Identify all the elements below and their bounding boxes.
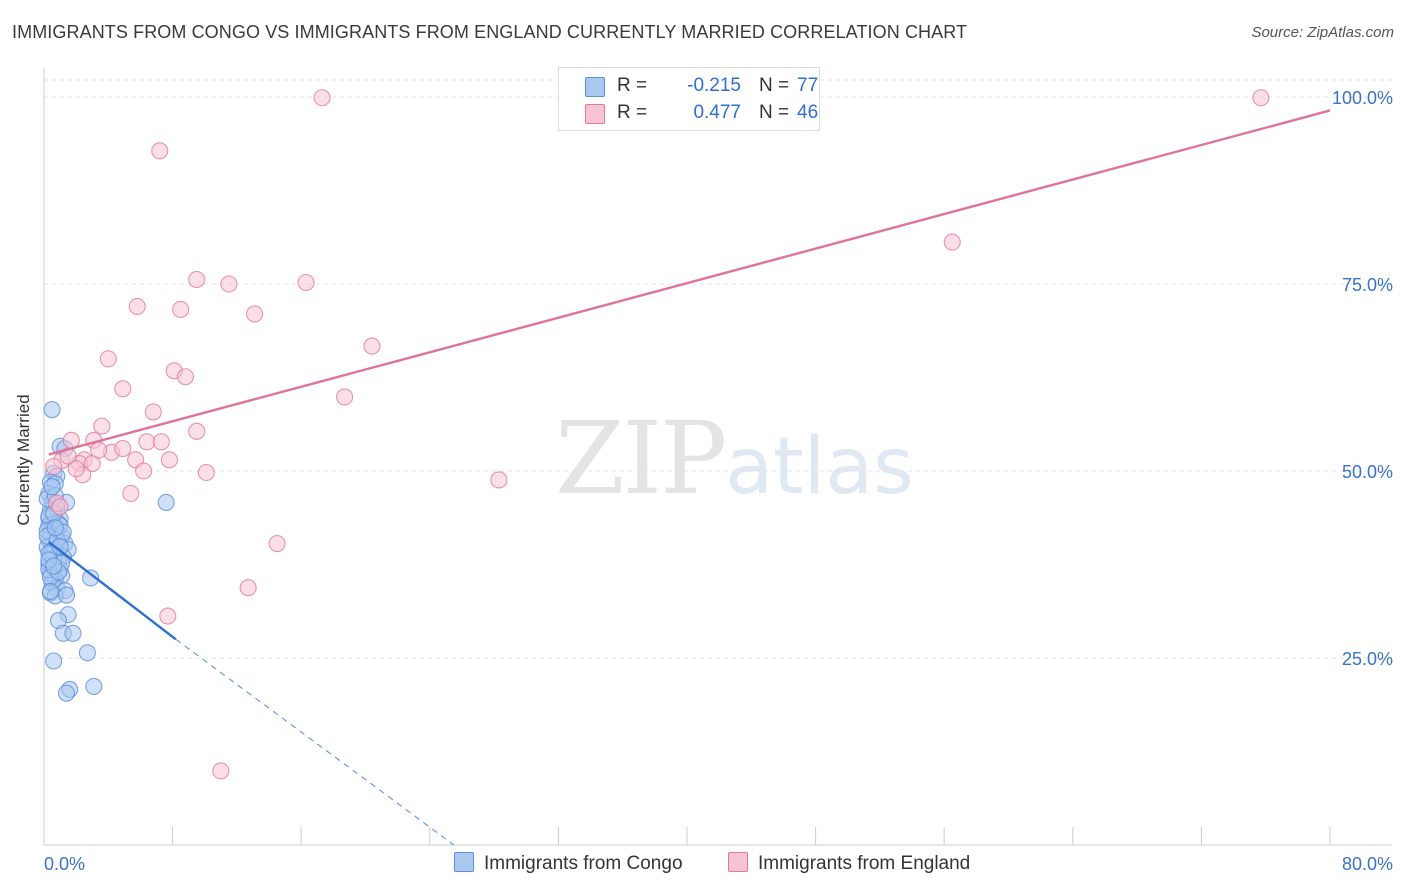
legend-r-label: R = <box>617 102 648 123</box>
legend-swatch-england <box>585 104 605 124</box>
point-congo <box>82 569 100 587</box>
point-congo <box>45 652 63 670</box>
point-england <box>144 403 162 421</box>
point-england <box>336 388 354 406</box>
point-england <box>176 368 195 386</box>
bottom-legend-congo: Immigrants from Congo <box>454 852 683 875</box>
point-england <box>188 270 206 289</box>
legend-r-label: R = <box>617 75 648 96</box>
point-england <box>152 433 170 451</box>
source-label: Source: ZipAtlas.com <box>1251 24 1394 41</box>
point-england <box>67 460 85 478</box>
point-england <box>188 422 206 440</box>
point-congo <box>85 677 103 695</box>
point-england <box>114 380 132 398</box>
point-congo <box>41 582 59 600</box>
bottom-legend-swatch-england <box>728 852 748 872</box>
point-england <box>212 762 230 780</box>
point-england <box>114 440 132 458</box>
point-england <box>172 300 190 318</box>
chart-title: IMMIGRANTS FROM CONGO VS IMMIGRANTS FROM… <box>12 22 968 42</box>
point-england <box>93 417 111 435</box>
legend-n-label: N = <box>759 75 790 96</box>
point-congo <box>46 519 64 537</box>
point-congo <box>57 586 76 604</box>
point-congo <box>45 557 63 575</box>
trend-line-england <box>48 109 1331 456</box>
legend-swatch-congo <box>585 77 605 97</box>
x-tick-label: 80.0% <box>1342 854 1393 874</box>
watermark-atlas: atlas <box>725 422 914 512</box>
point-england <box>45 457 63 476</box>
y-tick-label: 100.0% <box>1332 88 1393 108</box>
point-england <box>943 233 961 251</box>
y-tick-label: 75.0% <box>1342 275 1393 295</box>
point-england <box>122 484 140 502</box>
legend-n-label: N = <box>759 102 790 123</box>
point-england <box>99 350 117 368</box>
point-congo <box>43 478 61 496</box>
point-congo <box>64 624 82 642</box>
trend-line-congo <box>48 541 177 641</box>
point-england <box>313 89 331 107</box>
bottom-legend-label-england: Immigrants from England <box>758 853 971 874</box>
point-england <box>239 579 257 597</box>
point-england <box>297 273 315 292</box>
point-congo <box>57 684 76 702</box>
point-england <box>51 498 69 516</box>
point-congo <box>157 493 175 511</box>
point-england <box>59 447 77 465</box>
point-england <box>128 297 146 315</box>
point-england <box>268 535 286 553</box>
watermark-zip: ZIP <box>555 400 727 517</box>
legend-n-value-england: 46 <box>797 102 819 123</box>
trend-extension-congo <box>175 638 455 846</box>
watermark: ZIPatlas <box>555 400 914 517</box>
stats-legend: R = -0.215 N = 77 R = 0.477 N = 46 <box>558 67 820 131</box>
point-england <box>220 275 238 293</box>
point-england <box>159 607 177 625</box>
point-england <box>135 462 153 480</box>
point-congo <box>43 401 61 419</box>
point-england <box>363 337 381 355</box>
point-england <box>151 142 169 160</box>
point-england <box>246 305 264 323</box>
point-congo <box>51 537 69 556</box>
y-tick-label: 50.0% <box>1342 462 1393 482</box>
legend-n-value-congo: 77 <box>797 75 819 96</box>
bottom-legend-england: Immigrants from England <box>728 852 970 875</box>
point-congo <box>78 644 96 662</box>
bottom-legend-swatch-congo <box>454 852 474 872</box>
bottom-legend-label-congo: Immigrants from Congo <box>484 853 683 874</box>
point-england <box>90 441 108 459</box>
point-england <box>197 463 215 482</box>
point-england <box>490 471 508 489</box>
point-england <box>160 451 178 469</box>
point-england <box>138 433 156 451</box>
x-tick-label: 0.0% <box>44 854 85 874</box>
y-axis-label: Currently Married <box>14 394 33 526</box>
point-england <box>1252 89 1270 107</box>
y-tick-label: 25.0% <box>1342 649 1393 669</box>
legend-r-value-congo: -0.215 <box>687 75 741 96</box>
legend-r-value-england: 0.477 <box>693 102 741 123</box>
